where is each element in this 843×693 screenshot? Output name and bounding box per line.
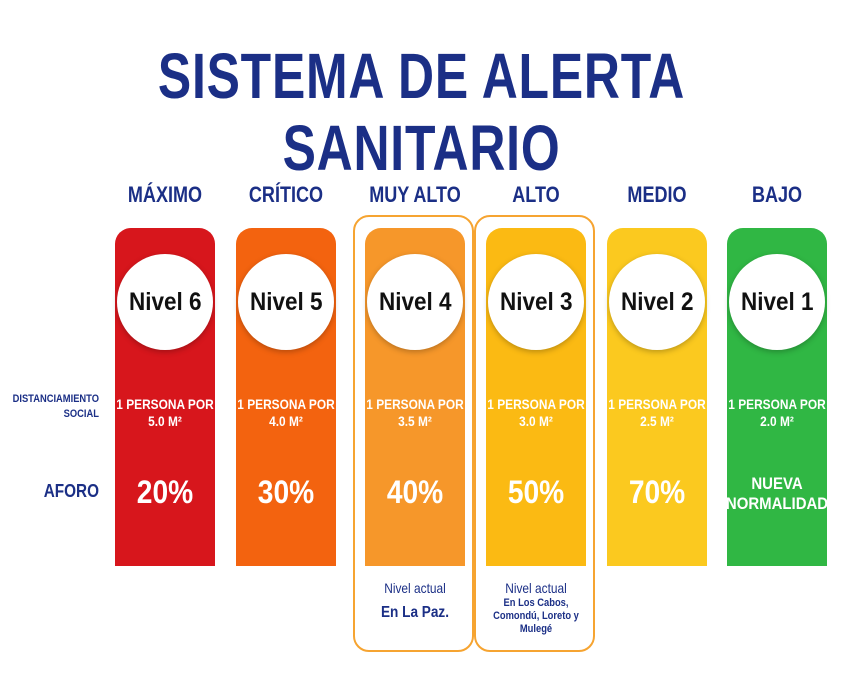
level-number: Nivel 6	[128, 287, 202, 316]
level-number: Nivel 2	[620, 287, 694, 316]
distancia-text: 1 PERSONA POR 5.0 M²	[116, 396, 214, 429]
level-badge: Nivel 4	[367, 254, 463, 350]
level-name: MÁXIMO	[127, 182, 203, 207]
current-level-location: En La Paz.	[380, 604, 450, 621]
aforo-value: 20%	[136, 474, 194, 510]
level-name: CRÍTICO	[248, 182, 324, 207]
row-label-distanciamiento: DISTANCIAMIENTO SOCIAL	[12, 393, 100, 420]
current-level-outline	[474, 215, 595, 652]
distancia-text: 1 PERSONA POR 2.0 M²	[728, 396, 826, 429]
level-number: Nivel 5	[249, 287, 323, 316]
level-badge: Nivel 3	[488, 254, 584, 350]
distancia-text: 1 PERSONA POR 4.0 M²	[237, 396, 335, 429]
distancia-text: 1 PERSONA POR 2.5 M²	[608, 396, 706, 429]
current-level-label: Nivel actual	[505, 580, 567, 596]
distancia-text: 1 PERSONA POR 3.5 M²	[366, 396, 464, 429]
page-title: SISTEMA DE ALERTA SANITARIO	[157, 40, 686, 184]
aforo-value: NUEVA NORMALIDAD	[725, 474, 829, 513]
level-number: Nivel 4	[378, 287, 452, 316]
level-name: MEDIO	[627, 182, 687, 207]
distancia-text: 1 PERSONA POR 3.0 M²	[487, 396, 585, 429]
current-level-outline	[353, 215, 474, 652]
level-number: Nivel 3	[499, 287, 573, 316]
level-badge: Nivel 1	[729, 254, 825, 350]
level-name: BAJO	[751, 182, 803, 207]
level-badge: Nivel 2	[609, 254, 705, 350]
aforo-value: 40%	[386, 474, 444, 510]
aforo-value: 50%	[507, 474, 565, 510]
level-name: ALTO	[512, 182, 560, 207]
level-number: Nivel 1	[740, 287, 814, 316]
current-level-location: En Los Cabos, Comondú, Loreto y Mulegé	[493, 597, 579, 635]
level-name: MUY ALTO	[369, 182, 461, 207]
aforo-value: 30%	[257, 474, 315, 510]
level-badge: Nivel 5	[238, 254, 334, 350]
level-badge: Nivel 6	[117, 254, 213, 350]
current-level-label: Nivel actual	[384, 580, 446, 596]
row-label-aforo: AFORO	[43, 481, 99, 501]
aforo-value: 70%	[628, 474, 686, 510]
